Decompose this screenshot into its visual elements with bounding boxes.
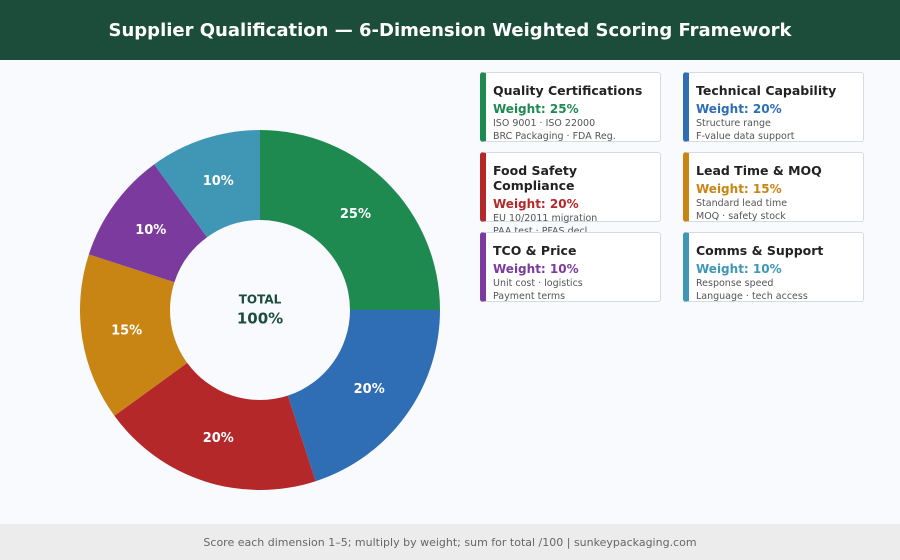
slice-label: 20% (203, 431, 234, 446)
card-title: Quality Certifications (493, 83, 643, 98)
header: Supplier Qualification — 6-Dimension Wei… (0, 0, 900, 60)
card-title: TCO & Price (493, 243, 577, 258)
slice-label: 20% (354, 382, 385, 397)
card-title: Comms & Support (696, 243, 824, 258)
card: Quality Certifications Weight: 25% ISO 900… (480, 72, 661, 142)
slice (88, 164, 208, 283)
card-title: Food Safety Compliance (493, 163, 577, 193)
card: Technical Capability Weight: 20% Structure… (683, 72, 864, 142)
card-line: EU 10/2011 migration (493, 213, 598, 224)
card: Comms & Support Weight: 10% Response speed… (683, 232, 864, 302)
card-weight: Weight: 25% (493, 102, 579, 116)
card-weight: Weight: 10% (696, 262, 782, 276)
card-title: Lead Time & MOQ (696, 163, 822, 178)
slice-label: 15% (111, 324, 142, 339)
slice (80, 254, 188, 416)
slice-label: 10% (135, 223, 166, 238)
slice (154, 130, 260, 238)
center-label: TOTAL (239, 293, 282, 307)
card-line: MOQ · safety stock (696, 211, 786, 222)
card-weight: Weight: 10% (493, 262, 579, 276)
slice (287, 310, 440, 482)
card: TCO & Price Weight: 10% Unit cost · logist… (480, 232, 661, 302)
card-line: Language · tech access (696, 291, 808, 302)
card-line: Response speed (696, 278, 774, 289)
card-weight: Weight: 20% (493, 197, 579, 211)
slice (260, 130, 440, 310)
card-line: Payment terms (493, 291, 566, 302)
card-line: Unit cost · logistics (493, 278, 583, 289)
card-line: Standard lead time (696, 198, 788, 209)
footer: Score each dimension 1–5; multiply by we… (0, 524, 900, 560)
card-title: Technical Capability (696, 83, 837, 98)
card-line: BRC Packaging · FDA Reg. (493, 131, 616, 142)
card-line: F-value data support (696, 131, 795, 142)
card-weight: Weight: 20% (696, 102, 782, 116)
card-line: ISO 9001 · ISO 22000 (493, 118, 596, 129)
card-weight: Weight: 15% (696, 182, 782, 196)
slice-label: 25% (340, 207, 371, 222)
slice-label: 10% (203, 174, 234, 189)
card-line: PAA test · PFAS decl. (493, 226, 660, 237)
card: Food Safety Compliance Weight: 20% EU 10/2… (480, 152, 661, 237)
card: Lead Time & MOQ Weight: 15% Standard lead … (683, 152, 864, 222)
donut-chart: 25% 20% 20% 15% 10% 10% TOTAL 100% (80, 130, 440, 491)
center-value: 100% (237, 310, 283, 328)
slice (114, 362, 316, 491)
card-line: Structure range (696, 118, 771, 129)
